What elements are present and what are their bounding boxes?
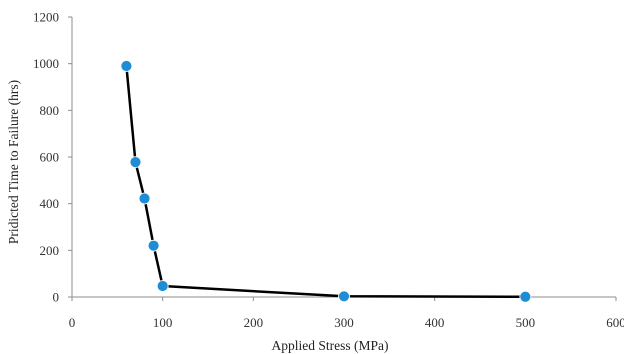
x-tick-label: 500	[516, 315, 536, 330]
y-tick-label: 600	[40, 150, 60, 165]
y-tick-label: 1000	[33, 56, 59, 71]
series-line	[125, 65, 526, 299]
data-point	[338, 290, 350, 303]
ticks: 0 100 200 300 400 500 600 0 200 400 600 800 1000 1200	[33, 10, 624, 331]
data-point	[129, 156, 142, 169]
y-tick-label: 800	[40, 103, 60, 118]
x-tick-label: 300	[334, 315, 354, 330]
x-tick-label: 0	[69, 315, 76, 330]
x-tick-label: 400	[425, 315, 445, 330]
y-tick-label: 200	[40, 243, 60, 258]
data-point	[120, 60, 133, 72]
y-axis-title: Pridicted Time to Failure (hrs)	[6, 80, 21, 244]
y-tick-label: 0	[53, 290, 60, 305]
x-axis-title: Applied Stress (MPa)	[272, 338, 389, 353]
data-point	[138, 192, 151, 205]
x-tick-label: 200	[244, 315, 264, 330]
x-tick-label: 600	[606, 315, 624, 330]
data-point	[147, 239, 160, 252]
y-tick-label: 1200	[33, 10, 59, 25]
series	[120, 60, 532, 303]
data-point	[519, 290, 532, 303]
data-point	[156, 280, 169, 292]
axes	[71, 17, 616, 298]
y-tick-label: 400	[40, 196, 60, 211]
x-tick-label: 100	[153, 315, 173, 330]
